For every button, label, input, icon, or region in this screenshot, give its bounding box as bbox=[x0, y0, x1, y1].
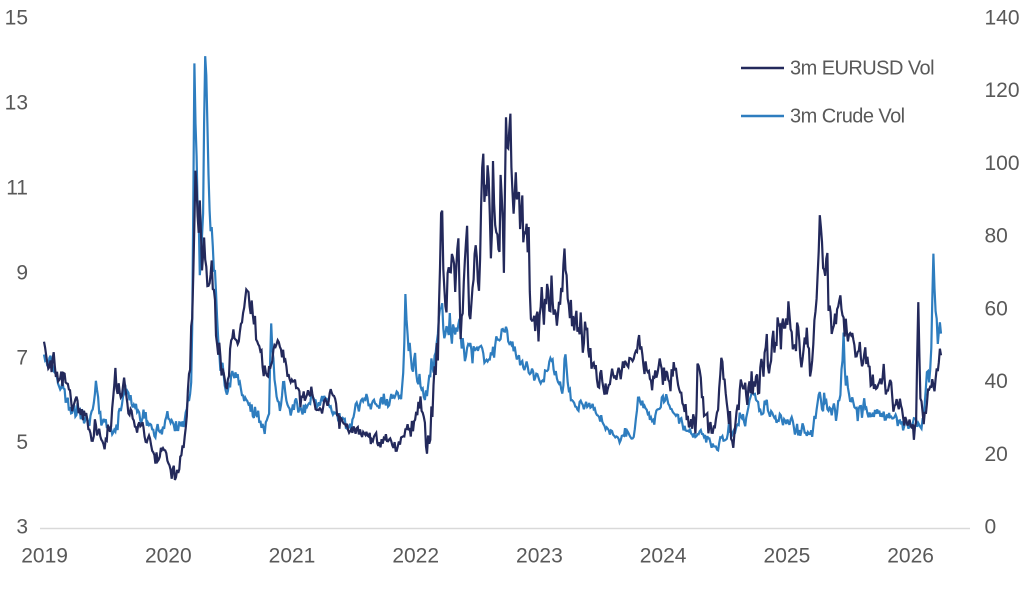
svg-text:2026: 2026 bbox=[887, 545, 934, 568]
svg-text:60: 60 bbox=[985, 297, 1008, 320]
svg-text:2023: 2023 bbox=[516, 545, 563, 568]
svg-text:7: 7 bbox=[16, 347, 28, 370]
svg-text:13: 13 bbox=[5, 92, 28, 115]
svg-text:140: 140 bbox=[985, 7, 1020, 30]
svg-text:2024: 2024 bbox=[640, 545, 687, 568]
svg-text:2021: 2021 bbox=[269, 545, 316, 568]
svg-text:120: 120 bbox=[985, 79, 1020, 102]
svg-text:40: 40 bbox=[985, 370, 1008, 393]
svg-text:15: 15 bbox=[5, 7, 28, 30]
svg-text:2022: 2022 bbox=[392, 545, 439, 568]
svg-text:100: 100 bbox=[985, 152, 1020, 175]
svg-text:2025: 2025 bbox=[764, 545, 811, 568]
svg-text:3m Crude Vol: 3m Crude Vol bbox=[790, 106, 905, 128]
svg-text:9: 9 bbox=[16, 262, 28, 285]
svg-text:0: 0 bbox=[985, 516, 997, 539]
svg-text:3m EURUSD Vol: 3m EURUSD Vol bbox=[790, 58, 934, 80]
svg-text:5: 5 bbox=[16, 431, 28, 454]
svg-text:2020: 2020 bbox=[145, 545, 192, 568]
svg-text:11: 11 bbox=[6, 177, 28, 200]
svg-text:80: 80 bbox=[985, 225, 1008, 248]
svg-text:2019: 2019 bbox=[21, 545, 68, 568]
svg-text:20: 20 bbox=[985, 443, 1008, 466]
svg-text:3: 3 bbox=[16, 516, 28, 539]
